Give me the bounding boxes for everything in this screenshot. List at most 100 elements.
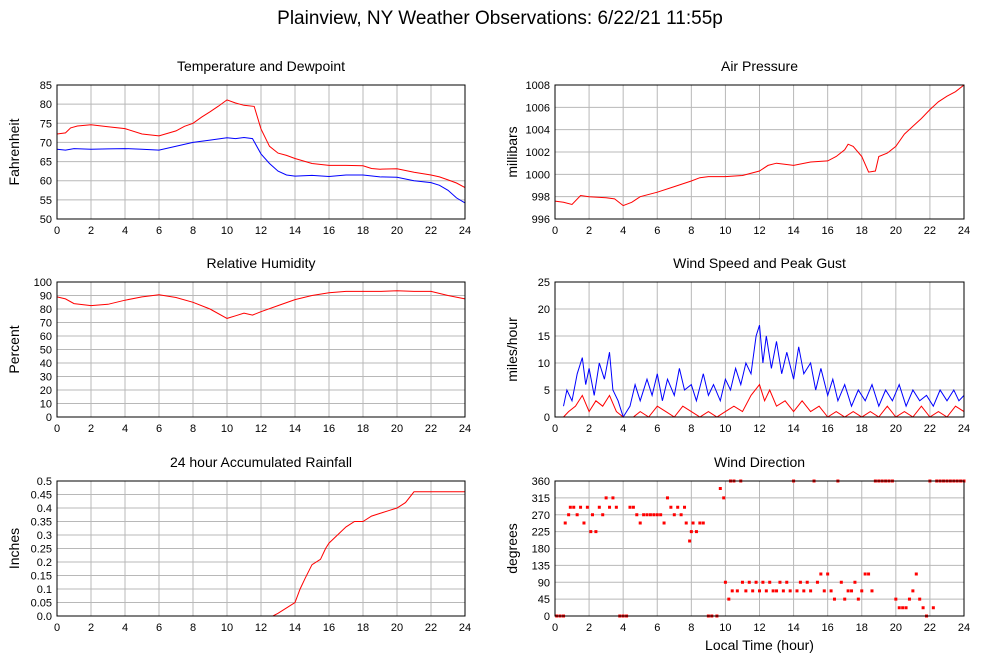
y-tick-label: 5	[544, 385, 550, 397]
x-tick-label: 14	[787, 622, 799, 634]
x-tick-label: 10	[719, 225, 731, 237]
data-point	[809, 589, 813, 593]
x-tick-label: 4	[620, 423, 626, 435]
x-tick-label: 24	[958, 225, 970, 237]
y-tick-label: 0.35	[31, 517, 52, 529]
x-tick-label: 4	[122, 225, 128, 237]
y-tick-label: 70	[40, 318, 52, 330]
x-tick-label: 24	[459, 622, 471, 634]
y-tick-label: 55	[40, 195, 52, 207]
x-tick-label: 10	[719, 622, 731, 634]
x-tick-label: 12	[753, 622, 765, 634]
y-tick-label: 25	[538, 277, 550, 289]
chart-temp: 0 2 4 6 8 10 12 14 16 18 20 22 245055606570758085Tem…	[6, 58, 471, 237]
data-point	[590, 513, 594, 517]
data-point	[652, 513, 656, 517]
y-tick-label: 0	[544, 412, 550, 424]
x-tick-label: 0	[54, 622, 60, 634]
y-tick-label: 90	[40, 291, 52, 303]
data-point	[688, 539, 692, 543]
y-tick-label: 1008	[526, 80, 550, 92]
y-tick-label: 996	[532, 214, 550, 226]
series-line-0	[554, 84, 965, 207]
data-point	[911, 589, 915, 593]
series-line-0	[56, 290, 466, 319]
data-point	[601, 513, 605, 517]
x-tick-label: 20	[890, 225, 902, 237]
data-point	[662, 521, 666, 525]
data-point	[850, 589, 854, 593]
data-point	[785, 580, 789, 584]
y-tick-label: 80	[40, 99, 52, 111]
x-tick-label: 12	[255, 225, 267, 237]
x-tick-label: 16	[323, 423, 335, 435]
x-tick-label: 24	[958, 423, 970, 435]
series-line-1	[563, 383, 965, 418]
data-point	[735, 589, 739, 593]
x-tick-label: 16	[323, 622, 335, 634]
x-tick-label: 14	[289, 423, 301, 435]
data-point	[631, 505, 635, 509]
y-tick-label: 40	[40, 358, 52, 370]
x-tick-label: 18	[357, 423, 369, 435]
data-point	[914, 572, 918, 576]
data-point	[672, 513, 676, 517]
x-tick-label: 14	[289, 622, 301, 634]
y-tick-label: 45	[538, 594, 550, 606]
plot-frame	[554, 281, 965, 418]
data-point	[754, 580, 758, 584]
x-tick-label: 20	[391, 622, 403, 634]
chart-title: Temperature and Dewpoint	[177, 58, 345, 74]
series-line-0	[57, 491, 465, 617]
x-tick-label: 0	[552, 423, 558, 435]
data-point	[718, 487, 722, 490]
data-point	[689, 530, 693, 534]
data-point	[740, 580, 744, 584]
y-tick-label: 0.2	[37, 557, 52, 569]
data-point	[582, 521, 586, 525]
x-tick-label: 0	[552, 225, 558, 237]
y-tick-label: 50	[40, 214, 52, 226]
y-tick-label: 1002	[526, 147, 550, 159]
chart-title: Air Pressure	[721, 58, 798, 74]
x-tick-label: 18	[856, 225, 868, 237]
data-point	[648, 513, 652, 517]
data-point	[572, 505, 576, 509]
x-tick-label: 8	[688, 423, 694, 435]
data-point	[563, 521, 567, 525]
x-tick-label: 6	[156, 225, 162, 237]
x-tick-label: 4	[122, 423, 128, 435]
y-axis-label: Percent	[6, 325, 22, 373]
x-tick-label: 8	[190, 423, 196, 435]
x-axis-label: Local Time (hour)	[705, 637, 814, 653]
data-point	[846, 589, 850, 593]
y-tick-label: 0.15	[31, 571, 52, 583]
y-tick-label: 0.5	[37, 476, 52, 488]
data-point	[665, 496, 669, 500]
y-axis-label: miles/hour	[504, 317, 520, 382]
data-point	[843, 597, 847, 601]
data-point	[829, 589, 833, 593]
y-tick-label: 90	[538, 577, 550, 589]
x-tick-label: 8	[190, 225, 196, 237]
data-point	[771, 589, 775, 593]
y-axis-label: millibars	[504, 126, 520, 177]
y-tick-label: 270	[532, 510, 550, 522]
y-tick-label: 0	[544, 611, 550, 623]
data-point	[897, 606, 901, 610]
y-tick-label: 75	[40, 118, 52, 130]
data-point	[669, 505, 673, 509]
x-tick-label: 2	[586, 423, 592, 435]
data-point	[683, 505, 687, 509]
plot-frame	[56, 281, 466, 418]
y-tick-label: 135	[532, 560, 550, 572]
x-tick-label: 6	[654, 622, 660, 634]
data-point	[723, 580, 727, 584]
data-point	[758, 589, 761, 593]
data-point	[747, 580, 751, 584]
x-tick-label: 12	[753, 423, 765, 435]
data-point	[826, 572, 830, 576]
y-axis-label: degrees	[504, 523, 520, 574]
x-tick-label: 20	[890, 423, 902, 435]
data-point	[642, 513, 646, 517]
